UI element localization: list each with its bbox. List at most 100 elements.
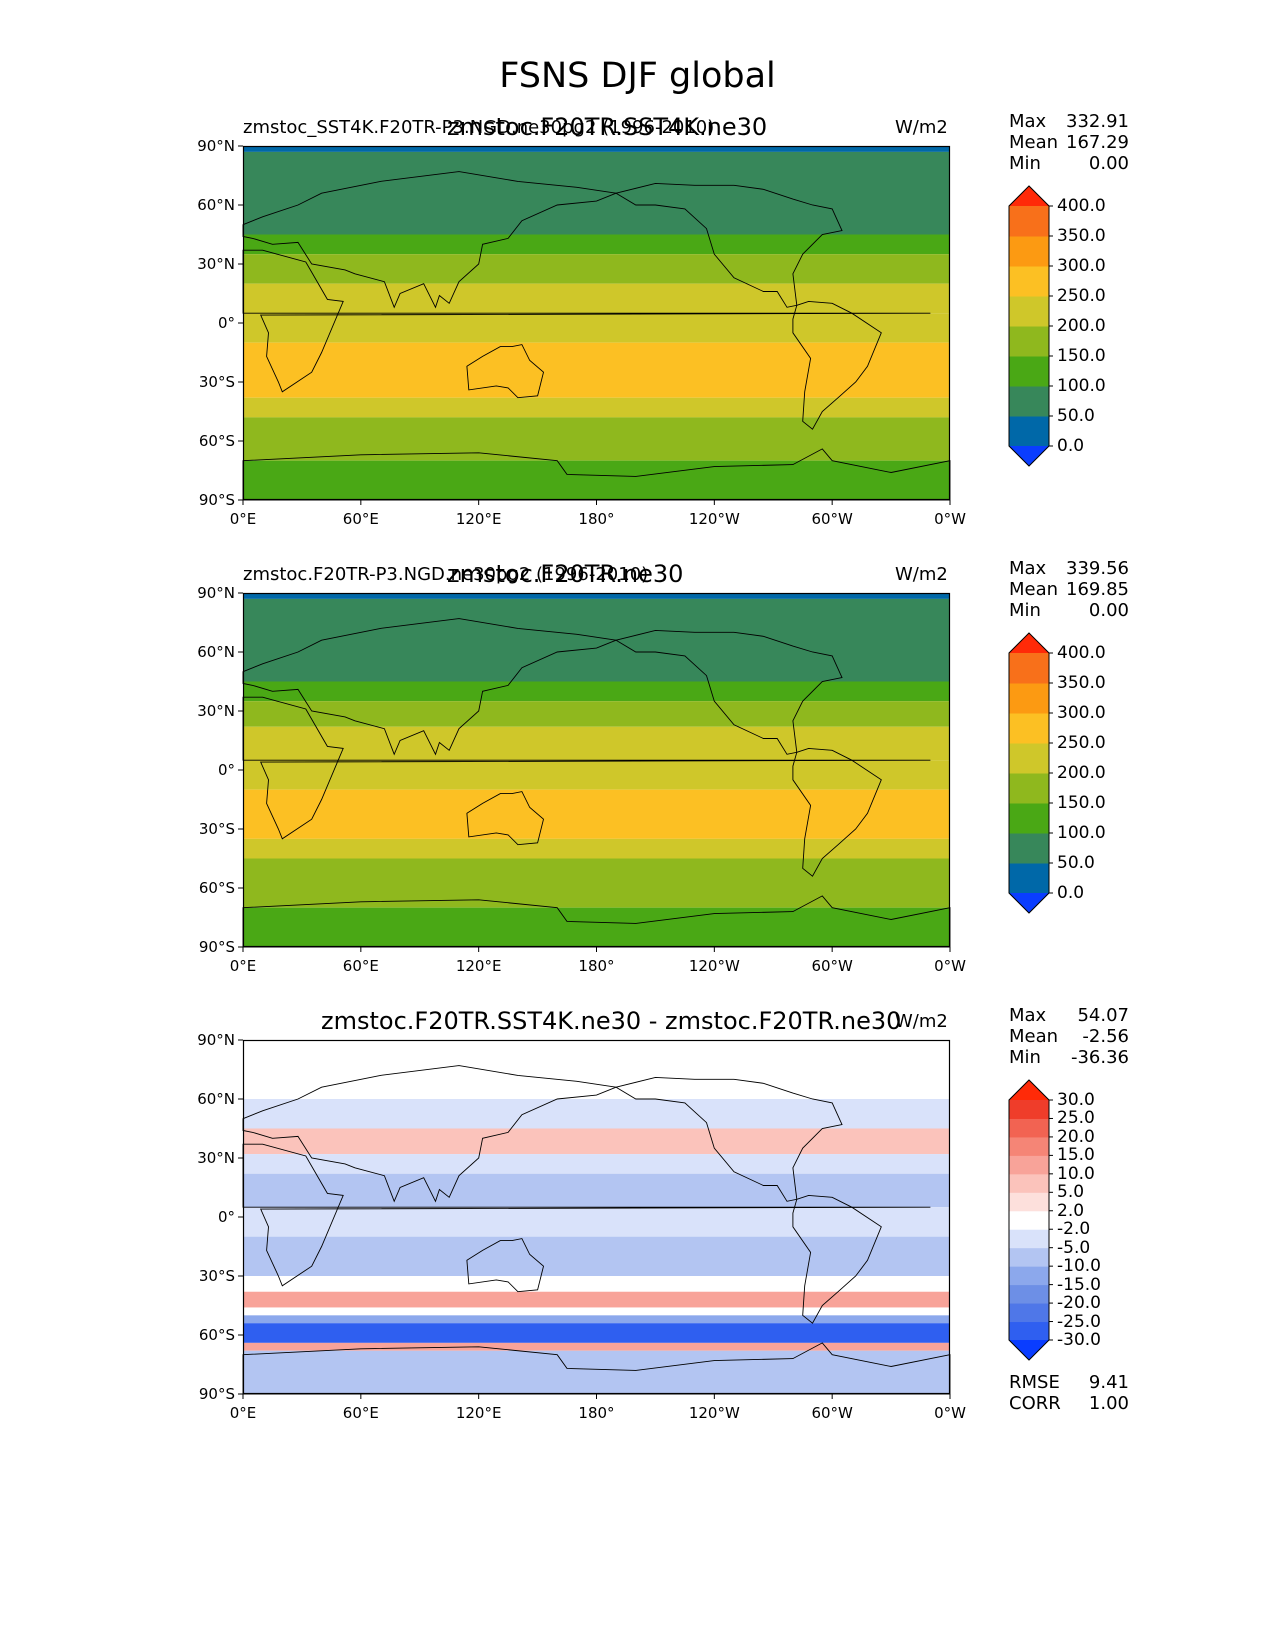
stat-value: 339.56 [1066, 558, 1129, 579]
stat-value: -36.36 [1070, 1047, 1129, 1068]
zonal-band [243, 397, 950, 418]
colorbar-tick-label: 10.0 [1057, 1163, 1095, 1184]
y-tick-label: 60°N [197, 1090, 235, 1108]
y-tick-label: 60°N [197, 196, 235, 214]
colorbar-tick-label: -25.0 [1057, 1311, 1101, 1332]
australia-outline [466, 1238, 545, 1293]
y-tick-label: 30°S [198, 373, 235, 391]
zonal-band [243, 760, 950, 790]
eurasia-outline [242, 1065, 618, 1203]
zonal-band [243, 1128, 950, 1155]
colorbar-tick-label: 100.0 [1057, 823, 1106, 843]
stat-value: 167.29 [1066, 132, 1129, 153]
x-tick-label: 60°E [342, 1404, 379, 1422]
stat-label: Min [1009, 600, 1041, 621]
zonal-band [243, 701, 950, 727]
x-tick-label: 180° [578, 957, 615, 975]
colorbar-segment [1009, 1136, 1049, 1156]
x-tick-label: 120°E [455, 957, 502, 975]
colorbar-segment [1009, 773, 1049, 804]
colorbar-tick-label: 300.0 [1057, 256, 1106, 276]
x-tick-label: 180° [578, 1404, 615, 1422]
map-plot [238, 1039, 951, 1399]
zonal-band [243, 1350, 950, 1394]
colorbar-tick-label: -20.0 [1057, 1293, 1101, 1314]
stat-label: Min [1009, 153, 1041, 174]
x-tick-label: 60°E [342, 957, 379, 975]
colorbar-segment [1009, 356, 1049, 387]
x-tick-label: 120°W [688, 1404, 740, 1422]
colorbar-segment [1009, 1229, 1049, 1249]
colorbar-segment [1009, 266, 1049, 297]
zonal-band [243, 146, 950, 152]
zonal-band [243, 1099, 950, 1129]
australia-outline [466, 791, 545, 846]
colorbar-tick-label: 20.0 [1057, 1126, 1095, 1147]
stat-label: CORR [1009, 1393, 1061, 1414]
stat-label: RMSE [1009, 1372, 1060, 1393]
colorbar-segment [1009, 833, 1049, 864]
zonal-band [243, 441, 950, 461]
colorbar [1008, 185, 1053, 467]
x-tick-label: 0°W [934, 1404, 966, 1422]
panel-title: zmstoc.F20TR.SST4K.ne30 [447, 113, 768, 141]
map-plot [238, 145, 951, 505]
y-tick-label: 60°S [198, 1326, 235, 1344]
colorbar-segment [1009, 416, 1049, 447]
colorbar-tick-label: 5.0 [1057, 1182, 1085, 1203]
zonal-band [243, 460, 950, 500]
stat-label: Max [1009, 1005, 1047, 1026]
colorbar-tick-label: 350.0 [1057, 226, 1106, 246]
x-tick-label: 0°W [934, 510, 966, 528]
panel-left-label: zmstoc_SST4K.F20TR-P3.NGD.ne30pg2 (1996-… [243, 117, 715, 138]
colorbar-min-extend [1009, 893, 1049, 913]
stat-label: Max [1009, 111, 1047, 132]
y-tick-label: 30°S [198, 820, 235, 838]
south-america-outline [792, 1194, 882, 1324]
stat-value: 1.00 [1088, 1393, 1129, 1414]
colorbar-tick-label: 25.0 [1057, 1108, 1095, 1129]
zonal-band [243, 593, 950, 599]
zonal-band [243, 151, 950, 235]
stat-value: 332.91 [1066, 111, 1129, 132]
eurasia-outline [242, 618, 618, 756]
colorbar-segment [1009, 1266, 1049, 1286]
south-america-outline [792, 747, 882, 877]
y-tick-label: 0° [217, 314, 235, 332]
colorbar-segment [1009, 1173, 1049, 1193]
colorbar [1008, 632, 1053, 914]
colorbar-tick-label: 200.0 [1057, 316, 1106, 336]
colorbar-tick-label: 300.0 [1057, 703, 1106, 723]
colorbar-tick-label: 2.0 [1057, 1200, 1085, 1221]
y-tick-label: 90°N [197, 1031, 235, 1049]
colorbar-segment [1009, 1303, 1049, 1323]
stat-value: -2.56 [1082, 1026, 1129, 1047]
colorbar-segment [1009, 1100, 1049, 1119]
x-tick-label: 60°W [811, 957, 853, 975]
australia-outline [466, 344, 545, 399]
colorbar-tick-label: 100.0 [1057, 376, 1106, 396]
zonal-band [243, 1040, 950, 1099]
y-tick-label: 0° [217, 761, 235, 779]
colorbar-tick-label: 30.0 [1057, 1090, 1095, 1110]
x-tick-label: 0°W [934, 957, 966, 975]
colorbar-tick-label: 0.0 [1057, 436, 1085, 456]
north-america-outline [614, 182, 843, 308]
zonal-band [243, 726, 950, 761]
y-tick-label: 30°N [197, 255, 235, 273]
colorbar-segment [1009, 1284, 1049, 1304]
y-tick-label: 90°S [198, 1385, 235, 1403]
panel-left-label: zmstoc.F20TR-P3.NGD.ne30pg2 (1996-2010) [243, 564, 649, 585]
stat-label: Max [1009, 558, 1047, 579]
africa-outline [242, 1143, 931, 1287]
y-tick-label: 90°S [198, 491, 235, 509]
y-tick-label: 30°N [197, 702, 235, 720]
colorbar-min-extend [1009, 446, 1049, 466]
zonal-band [243, 1154, 950, 1174]
colorbar-segment [1009, 1247, 1049, 1267]
zonal-band [243, 417, 950, 441]
colorbar-tick-label: 400.0 [1057, 643, 1106, 663]
x-tick-label: 60°W [811, 510, 853, 528]
colorbar-segment [1009, 713, 1049, 744]
colorbar-segment [1009, 743, 1049, 774]
